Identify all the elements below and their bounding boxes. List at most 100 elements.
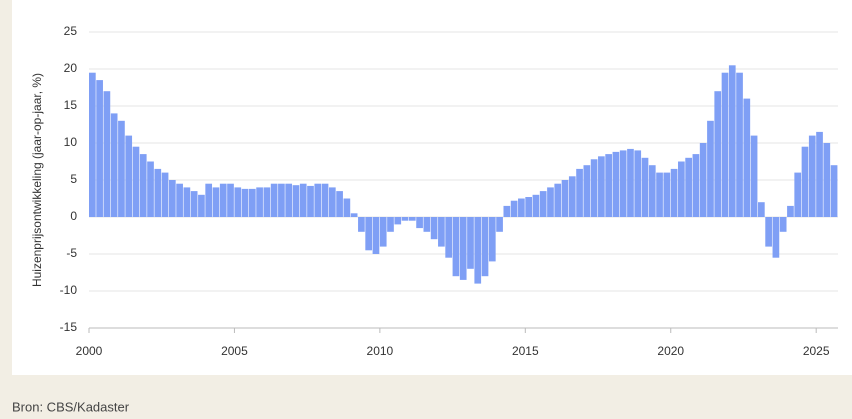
bar [263, 187, 271, 217]
bar [568, 176, 576, 217]
bar [278, 183, 285, 217]
bar [510, 200, 518, 217]
bar [343, 198, 351, 217]
bar [372, 217, 380, 254]
bar [394, 217, 402, 225]
bar [452, 217, 460, 277]
bar [358, 217, 365, 232]
bar [830, 165, 838, 217]
bar [285, 183, 293, 217]
bar [89, 72, 96, 217]
bar [663, 172, 671, 217]
y-tick-label: 15 [64, 98, 78, 112]
bar [612, 151, 620, 217]
bar [678, 161, 685, 217]
bar [656, 172, 663, 217]
bar [132, 146, 140, 217]
bar [648, 165, 656, 217]
bar [576, 168, 583, 217]
bar [292, 185, 300, 217]
bar [750, 135, 758, 217]
bar [96, 80, 103, 217]
bar [125, 135, 133, 217]
x-tick-label: 2005 [221, 344, 248, 358]
bar [139, 154, 147, 217]
bar [765, 217, 772, 247]
bar [234, 187, 242, 217]
x-tick-label: 2015 [512, 344, 539, 358]
bar [423, 217, 431, 232]
bar [598, 156, 605, 217]
bar [183, 187, 191, 217]
bar [176, 183, 183, 217]
bar [198, 194, 205, 217]
bar [241, 188, 249, 217]
bar [503, 205, 511, 217]
bar [350, 213, 358, 217]
bar [227, 183, 234, 217]
bar [401, 217, 409, 221]
bar [154, 168, 162, 217]
bar [321, 183, 329, 217]
y-tick-label: -15 [60, 320, 78, 334]
bar [496, 217, 503, 232]
bar [270, 183, 278, 217]
bar [168, 180, 176, 217]
x-tick-label: 2000 [76, 344, 103, 358]
y-tick-label: 10 [64, 135, 78, 149]
bar [110, 113, 118, 217]
bar [816, 131, 823, 217]
bar [190, 191, 198, 217]
bar [794, 172, 802, 217]
bar [801, 146, 809, 217]
bar [532, 194, 540, 217]
bar [641, 157, 649, 217]
bar [707, 120, 714, 217]
bar [438, 217, 445, 247]
bar [336, 191, 343, 217]
y-tick-label: 5 [70, 172, 77, 186]
bar [328, 187, 336, 217]
bar [445, 217, 453, 258]
bar [488, 217, 496, 262]
bar [365, 217, 373, 251]
bar [758, 202, 765, 217]
bar [728, 65, 736, 217]
bar [779, 217, 787, 232]
bar [554, 183, 562, 217]
y-tick-label: -10 [60, 283, 78, 297]
bar [714, 91, 722, 217]
x-tick-label: 2025 [803, 344, 830, 358]
y-tick-label: 20 [64, 61, 78, 75]
bar [205, 183, 213, 217]
bar [699, 143, 707, 217]
bar [721, 72, 729, 217]
bar [561, 180, 569, 217]
bar [539, 191, 547, 217]
bar [518, 198, 525, 217]
bar [808, 135, 816, 217]
y-tick-label: -5 [66, 246, 77, 260]
bar [619, 150, 627, 217]
bar [379, 217, 387, 247]
bar [590, 159, 598, 217]
bar [823, 143, 831, 217]
bar [670, 168, 678, 217]
bar [547, 187, 554, 217]
bar [605, 154, 612, 217]
x-tick-label: 2010 [367, 344, 394, 358]
source: Bron: CBS/Kadaster [12, 399, 130, 414]
bar [474, 217, 482, 284]
bar [299, 183, 307, 217]
bar [147, 161, 154, 217]
bar [481, 217, 489, 277]
bar [787, 205, 794, 217]
y-tick-label: 0 [70, 209, 77, 223]
bar [219, 183, 227, 217]
bar [525, 197, 533, 217]
bar [161, 172, 169, 217]
bar [307, 185, 314, 217]
bar [459, 217, 467, 280]
y-tick-label: 25 [64, 24, 78, 38]
